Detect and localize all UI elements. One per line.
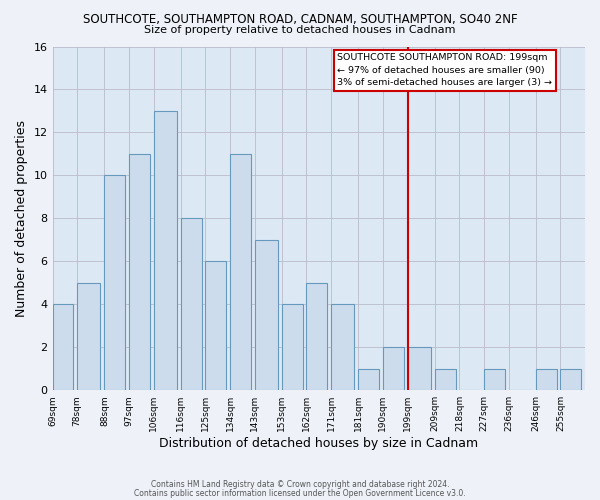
Bar [104,176,125,390]
Bar [129,154,150,390]
Text: Contains public sector information licensed under the Open Government Licence v3: Contains public sector information licen… [134,488,466,498]
Bar [407,347,431,390]
Text: SOUTHCOTE, SOUTHAMPTON ROAD, CADNAM, SOUTHAMPTON, SO40 2NF: SOUTHCOTE, SOUTHAMPTON ROAD, CADNAM, SOU… [83,12,517,26]
Bar [77,283,100,390]
Bar [53,304,73,390]
Bar [536,368,557,390]
Text: Size of property relative to detached houses in Cadnam: Size of property relative to detached ho… [144,25,456,35]
Bar [484,368,505,390]
Bar [435,368,456,390]
Bar [282,304,303,390]
Bar [383,347,404,390]
Bar [358,368,379,390]
X-axis label: Distribution of detached houses by size in Cadnam: Distribution of detached houses by size … [159,437,478,450]
Bar [331,304,354,390]
Bar [205,262,226,390]
Bar [154,111,177,390]
Text: Contains HM Land Registry data © Crown copyright and database right 2024.: Contains HM Land Registry data © Crown c… [151,480,449,489]
Bar [230,154,251,390]
Bar [254,240,278,390]
Bar [181,218,202,390]
Y-axis label: Number of detached properties: Number of detached properties [15,120,28,317]
Bar [307,283,328,390]
Text: SOUTHCOTE SOUTHAMPTON ROAD: 199sqm
← 97% of detached houses are smaller (90)
3% : SOUTHCOTE SOUTHAMPTON ROAD: 199sqm ← 97%… [337,54,553,88]
Bar [560,368,581,390]
